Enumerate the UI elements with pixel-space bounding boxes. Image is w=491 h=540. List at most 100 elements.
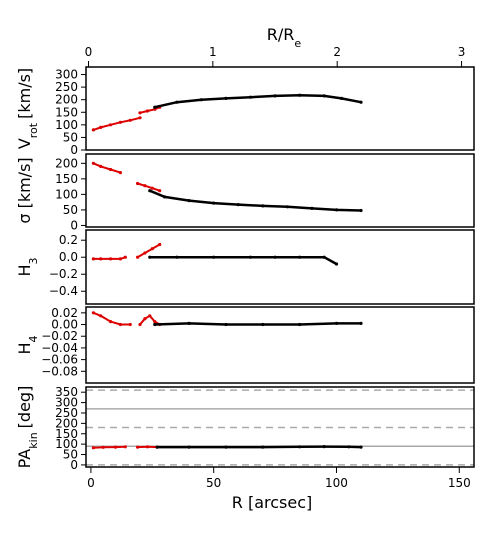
data-point [138, 111, 142, 115]
data-point [153, 320, 157, 324]
y-tick-label: −0.04 [41, 341, 78, 355]
bottom-tick-label: 0 [87, 476, 95, 490]
y-tick-label: −0.08 [41, 364, 78, 378]
y-tick-label: 100 [55, 118, 78, 132]
data-point [153, 105, 157, 109]
data-point [273, 255, 277, 259]
data-point [347, 445, 351, 449]
data-point [148, 314, 152, 318]
y-tick-label: 0 [70, 143, 78, 157]
data-point [136, 181, 140, 186]
data-point [212, 255, 216, 259]
series-red-1 [136, 182, 161, 192]
panel-h3: −0.4 −0.2 0.0 0.2 H3 [15, 229, 475, 305]
y-tick-label: 200 [55, 93, 78, 107]
y-label-sub: rot [27, 122, 40, 138]
top-tick-label: 1 [209, 45, 217, 59]
data-point [298, 255, 302, 259]
y-label-sub: 4 [27, 335, 40, 342]
bottom-tick-label: 50 [206, 476, 221, 490]
data-point [109, 123, 113, 127]
series-black-2 [155, 445, 363, 449]
data-point [118, 120, 122, 124]
top-axis: 0 1 2 3 R/Re [85, 25, 466, 67]
y-tick-label: 150 [55, 427, 78, 441]
y-tick-label: 0.2 [59, 233, 78, 247]
bottom-axis: 0 50 100 150 R [arcsec] [87, 467, 471, 512]
series-red-0 [92, 311, 132, 326]
y-tick-label: 250 [55, 80, 78, 94]
panel-h4: −0.08−0.06−0.04−0.020.000.02 H4 [15, 306, 475, 384]
data-point [261, 445, 265, 449]
top-tick-label: 3 [458, 45, 466, 59]
panels: 050100150200250300Vrot[km/s]050100150200… [15, 66, 475, 472]
data-point [273, 94, 277, 98]
data-point [145, 445, 149, 449]
y-tick-label: 300 [55, 68, 78, 82]
data-point [118, 257, 122, 261]
series-red-1 [136, 243, 161, 259]
y-tick-label: 50 [63, 203, 78, 217]
top-tick-label: 2 [333, 45, 341, 59]
y-axis-label: σ [km/s] [15, 157, 34, 223]
data-point [136, 255, 140, 259]
bottom-tick-label: 150 [448, 476, 471, 490]
data-point [148, 189, 152, 193]
data-point [224, 96, 228, 100]
y-label-sub: kin [27, 432, 40, 448]
data-point [175, 100, 179, 104]
y-tick-label: −0.2 [49, 267, 78, 281]
data-point [298, 322, 302, 327]
y-axis-label: Vrot [km/s] [15, 68, 40, 149]
data-point [236, 203, 240, 207]
data-point [187, 321, 191, 325]
y-tick-label: 300 [55, 396, 78, 410]
data-point [109, 167, 113, 172]
y-tick-label: 150 [55, 172, 78, 186]
series-red-0 [92, 445, 127, 449]
y-tick-label: 0 [70, 458, 78, 472]
data-point [109, 257, 113, 261]
y-tick-label: 0.00 [51, 318, 78, 332]
data-point [187, 445, 191, 449]
data-point [359, 445, 363, 449]
y-tick-label: 250 [55, 406, 78, 420]
panel-frame [85, 306, 475, 384]
data-point [150, 186, 154, 190]
y-axis-label: H4 [15, 335, 40, 354]
data-point [143, 184, 147, 188]
data-point [118, 322, 122, 327]
data-point [123, 445, 127, 449]
y-label-tail: [deg] [15, 386, 34, 429]
data-point [128, 118, 132, 122]
y-tick-label: −0.02 [41, 329, 78, 343]
data-point [334, 321, 339, 325]
data-point [158, 189, 162, 193]
data-point [91, 446, 95, 450]
y-axis-label: H3 [15, 257, 40, 276]
bottom-tick-label: 100 [325, 476, 348, 490]
data-point [158, 242, 162, 247]
series-black-2 [153, 93, 363, 109]
data-point [322, 94, 326, 98]
data-point [91, 311, 95, 315]
y-tick-label: 200 [55, 156, 78, 170]
series-black-2 [153, 322, 363, 326]
data-point [91, 257, 95, 261]
y-label-main: H [15, 264, 34, 276]
y-label-main: V [15, 138, 34, 149]
y-tick-label: 0.0 [59, 250, 78, 264]
data-point [91, 161, 95, 165]
data-point [334, 208, 339, 212]
data-point [99, 164, 103, 168]
top-tick-label: 0 [85, 45, 93, 59]
panel-frame [85, 229, 475, 305]
y-label-main: PA [15, 449, 34, 469]
data-point [143, 251, 147, 255]
data-point [113, 445, 118, 449]
series-red-1 [139, 106, 161, 114]
data-point [298, 93, 302, 97]
bottom-axis-ticks: 0 50 100 150 [87, 467, 471, 490]
data-point [109, 320, 113, 324]
